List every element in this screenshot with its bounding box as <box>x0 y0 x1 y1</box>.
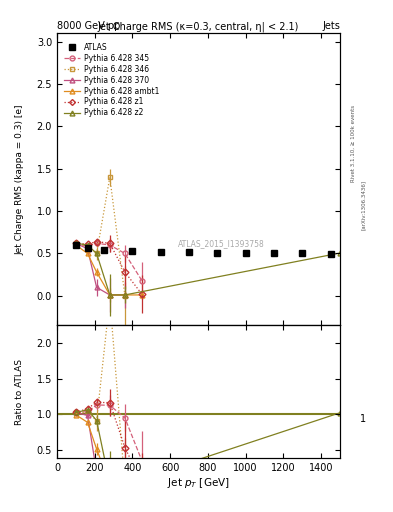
Title: Jet Charge RMS (κ=0.3, central, η| < 2.1): Jet Charge RMS (κ=0.3, central, η| < 2.1… <box>98 21 299 32</box>
Y-axis label: Jet Charge RMS (kappa = 0.3) [e]: Jet Charge RMS (kappa = 0.3) [e] <box>15 104 24 254</box>
X-axis label: Jet $p_T$ [GeV]: Jet $p_T$ [GeV] <box>167 476 230 490</box>
Y-axis label: Ratio to ATLAS: Ratio to ATLAS <box>15 359 24 425</box>
Legend: ATLAS, Pythia 6.428 345, Pythia 6.428 346, Pythia 6.428 370, Pythia 6.428 ambt1,: ATLAS, Pythia 6.428 345, Pythia 6.428 34… <box>64 43 160 117</box>
Text: 8000 GeV pp: 8000 GeV pp <box>57 20 120 31</box>
Y-axis label: 1: 1 <box>360 414 365 424</box>
Text: Jets: Jets <box>322 20 340 31</box>
Text: ATLAS_2015_I1393758: ATLAS_2015_I1393758 <box>178 239 264 248</box>
Text: Rivet 3.1.10, ≥ 100k events: Rivet 3.1.10, ≥ 100k events <box>351 105 356 182</box>
Text: [arXiv:1306.3436]: [arXiv:1306.3436] <box>361 180 366 230</box>
